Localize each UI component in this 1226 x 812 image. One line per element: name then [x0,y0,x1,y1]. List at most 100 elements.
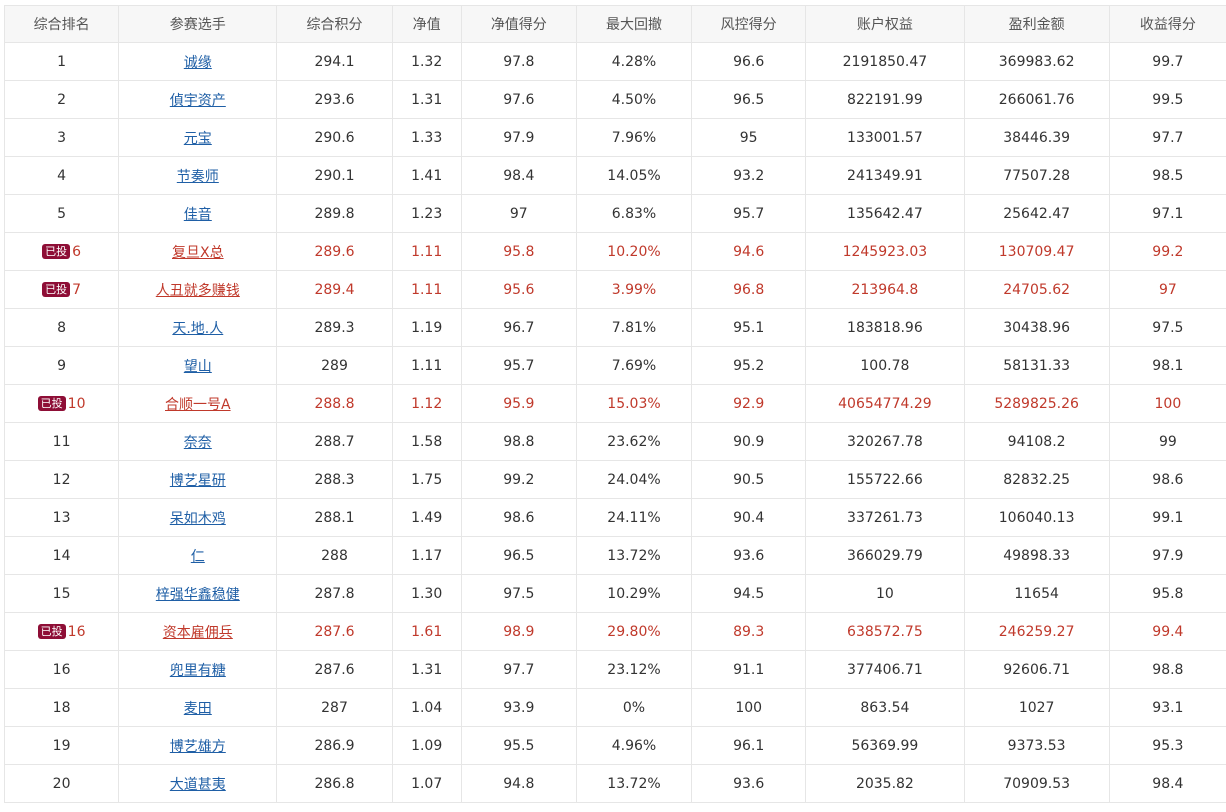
cell-player: 奈奈 [119,423,277,461]
cell-max-drawdown: 13.72% [576,765,691,803]
player-link[interactable]: 望山 [184,359,212,375]
cell-nav: 1.61 [392,613,461,651]
cell-account-equity: 863.54 [806,689,964,727]
cell-rank: 4 [5,157,119,195]
cell-account-equity: 2191850.47 [806,43,964,81]
player-link[interactable]: 天.地.人 [172,321,223,337]
cell-max-drawdown: 10.29% [576,575,691,613]
player-link[interactable]: 仁 [191,549,205,565]
rank-value: 1 [57,54,66,70]
cell-rank: 11 [5,423,119,461]
cell-nav: 1.09 [392,727,461,765]
cell-nav: 1.11 [392,233,461,271]
player-link[interactable]: 合顺一号A [165,397,231,413]
header-profit: 盈利金额 [964,6,1109,43]
cell-nav-score: 97.5 [461,575,576,613]
cell-nav-score: 95.6 [461,271,576,309]
cell-nav: 1.41 [392,157,461,195]
cell-total-score: 288.7 [277,423,392,461]
cell-nav-score: 97.7 [461,651,576,689]
player-link[interactable]: 奈奈 [184,435,212,451]
cell-nav: 1.49 [392,499,461,537]
cell-total-score: 294.1 [277,43,392,81]
cell-profit: 49898.33 [964,537,1109,575]
cell-account-equity: 337261.73 [806,499,964,537]
cell-total-score: 290.1 [277,157,392,195]
cell-nav: 1.17 [392,537,461,575]
player-link[interactable]: 偵宇资产 [170,93,226,109]
cell-profit: 70909.53 [964,765,1109,803]
cell-nav: 1.75 [392,461,461,499]
cell-max-drawdown: 13.72% [576,537,691,575]
player-link[interactable]: 诚缘 [184,55,212,71]
cell-risk-score: 91.1 [692,651,806,689]
player-link[interactable]: 复旦X总 [172,245,224,261]
rank-value: 15 [53,586,71,602]
rank-value: 18 [53,700,71,716]
cell-total-score: 289.6 [277,233,392,271]
cell-return-score: 99.7 [1109,43,1226,81]
cell-rank: 20 [5,765,119,803]
cell-nav-score: 97.8 [461,43,576,81]
cell-profit: 77507.28 [964,157,1109,195]
cell-player: 呆如木鸡 [119,499,277,537]
player-link[interactable]: 节奏师 [177,169,219,185]
cell-total-score: 288.3 [277,461,392,499]
player-link[interactable]: 资本雇佣兵 [163,625,233,641]
cell-rank: 9 [5,347,119,385]
cell-player: 佳音 [119,195,277,233]
cell-risk-score: 90.5 [692,461,806,499]
cell-max-drawdown: 4.28% [576,43,691,81]
header-nav-score: 净值得分 [461,6,576,43]
player-link[interactable]: 兜里有糖 [170,663,226,679]
cell-risk-score: 92.9 [692,385,806,423]
cell-total-score: 289.4 [277,271,392,309]
cell-total-score: 286.9 [277,727,392,765]
cell-nav-score: 99.2 [461,461,576,499]
player-link[interactable]: 博艺星研 [170,473,226,489]
cell-return-score: 97.9 [1109,537,1226,575]
player-link[interactable]: 麦田 [184,701,212,717]
player-link[interactable]: 博艺雄方 [170,739,226,755]
cell-player: 节奏师 [119,157,277,195]
cell-player: 兜里有糖 [119,651,277,689]
cell-profit: 369983.62 [964,43,1109,81]
cell-max-drawdown: 4.96% [576,727,691,765]
cell-total-score: 288.1 [277,499,392,537]
cell-risk-score: 90.4 [692,499,806,537]
player-link[interactable]: 呆如木鸡 [170,511,226,527]
cell-nav-score: 98.9 [461,613,576,651]
rank-value: 13 [53,510,71,526]
player-link[interactable]: 大道甚夷 [170,777,226,793]
cell-rank: 16 [5,651,119,689]
player-link[interactable]: 梓强华鑫稳健 [156,587,240,603]
cell-nav-score: 98.4 [461,157,576,195]
cell-return-score: 98.5 [1109,157,1226,195]
cell-return-score: 97.7 [1109,119,1226,157]
cell-risk-score: 96.5 [692,81,806,119]
rank-value: 5 [57,206,66,222]
cell-total-score: 289.8 [277,195,392,233]
cell-return-score: 99.1 [1109,499,1226,537]
player-link[interactable]: 元宝 [184,131,212,147]
cell-nav-score: 95.5 [461,727,576,765]
player-link[interactable]: 人丑就多赚钱 [156,283,240,299]
rank-value: 16 [53,662,71,678]
cell-risk-score: 90.9 [692,423,806,461]
player-link[interactable]: 佳音 [184,207,212,223]
cell-player: 望山 [119,347,277,385]
cell-player: 人丑就多赚钱 [119,271,277,309]
cell-return-score: 97.1 [1109,195,1226,233]
cell-nav-score: 97.9 [461,119,576,157]
cell-risk-score: 95.1 [692,309,806,347]
header-risk-score: 风控得分 [692,6,806,43]
cell-profit: 11654 [964,575,1109,613]
rank-value: 12 [53,472,71,488]
